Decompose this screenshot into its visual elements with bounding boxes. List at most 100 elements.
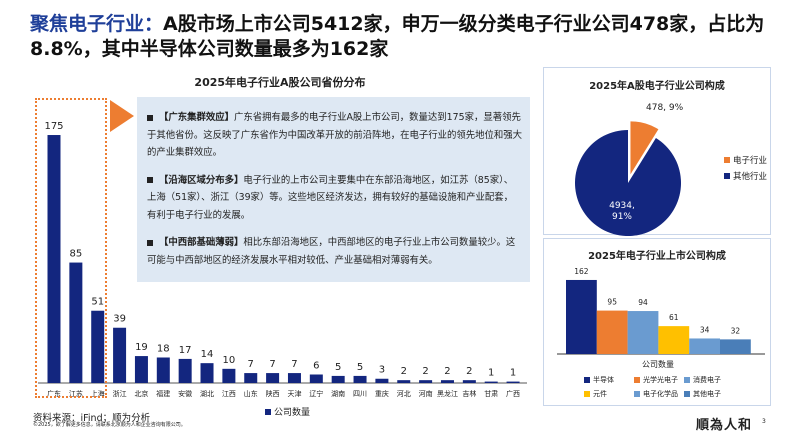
bar: [222, 368, 236, 383]
data-label: 7: [269, 359, 275, 370]
bar: [353, 375, 367, 383]
pie-slice: [630, 121, 659, 175]
legend-item: 电子化学品: [634, 389, 684, 399]
bar: [462, 380, 476, 383]
legend-swatch: [684, 391, 690, 397]
tick-label: 吉林: [462, 389, 476, 398]
legend-swatch: [265, 408, 271, 415]
bullet-icon: [147, 239, 153, 246]
legend-item: 光学光电子: [634, 375, 684, 385]
legend-swatch: [584, 391, 590, 397]
bar: [397, 380, 411, 383]
pie-title: 2025年A股电子行业公司构成: [589, 81, 725, 92]
legend-swatch: [724, 157, 730, 163]
tick-label: 陕西: [266, 389, 280, 398]
highlight-box: [35, 98, 107, 398]
tick-label: 江西: [222, 390, 236, 398]
legend-swatch: [584, 377, 590, 383]
source-note: 资料来源：iFind；顺为分析: [33, 413, 151, 424]
bar: [287, 373, 301, 383]
data-label: 3: [379, 365, 385, 376]
data-label: 2: [444, 366, 450, 377]
data-label: 32: [731, 326, 741, 335]
data-label: 10: [223, 355, 236, 366]
data-label: 1: [488, 368, 494, 379]
data-label: 162: [574, 267, 589, 276]
tick-label: 广东: [47, 389, 61, 398]
category-legend: 半导体 光学光电子 消费电子元件 电子化学品 其他电子: [584, 375, 764, 399]
bar: [419, 380, 433, 383]
data-label: 1: [510, 368, 516, 379]
data-label: 17: [179, 345, 192, 356]
legend-label: 消费电子: [693, 376, 721, 384]
legend-item: 消费电子: [684, 375, 744, 385]
bullet-icon: [147, 177, 153, 183]
tick-label: 湖北: [200, 389, 214, 398]
tick-label: 广西: [506, 389, 520, 398]
bar: [506, 381, 520, 383]
province-legend: 公司数量: [265, 405, 310, 418]
legend-label: 半导体: [593, 376, 614, 384]
data-label: 19: [135, 342, 148, 353]
tick-label: 甘肃: [484, 389, 498, 398]
callout-arrow-icon: [110, 100, 134, 132]
legend-swatch: [724, 173, 730, 179]
tick-label: 浙江: [113, 389, 127, 398]
bar: [178, 358, 192, 383]
legend-label: 元件: [593, 390, 607, 398]
tick-label: 辽宁: [309, 389, 323, 398]
bar: [720, 339, 751, 354]
bar: [244, 373, 258, 383]
data-label: 61: [669, 313, 679, 322]
pie-label: 478, 9%: [646, 103, 684, 113]
pie-legend-item: 其他行业: [724, 170, 767, 182]
bar: [134, 356, 148, 383]
bar: [47, 135, 61, 383]
data-label: 94: [638, 298, 648, 307]
callout-item: 【广东集群效应】广东省拥有最多的电子行业A股上市公司，数量达到175家，显著领先…: [147, 112, 523, 158]
legend-label: 电子化学品: [643, 390, 678, 398]
data-label: 6: [313, 360, 319, 371]
bar: [375, 378, 389, 383]
legend-label: 其他电子: [693, 390, 721, 398]
tick-label: 天津: [287, 390, 301, 398]
bullet-icon: [147, 114, 153, 121]
bar: [69, 262, 83, 383]
tick-label: 重庆: [375, 389, 389, 398]
data-label: 34: [700, 325, 710, 334]
bar: [331, 375, 345, 383]
callout-item: 【沿海区域分布多】电子行业的上市公司主要集中在东部沿海地区，如江苏（85家）、上…: [147, 174, 514, 221]
tick-label: 上海: [91, 389, 105, 398]
legend-item: 半导体: [584, 375, 634, 385]
bar: [156, 357, 170, 383]
bar: [566, 279, 597, 354]
tick-label: 河北: [397, 390, 411, 398]
tick-label: 四川: [353, 390, 367, 398]
data-label: 39: [113, 314, 126, 325]
category-xlabel: 公司数量: [642, 360, 674, 369]
pie-chart: 478, 9% 4934,91%: [575, 103, 684, 236]
legend-swatch: [684, 377, 690, 383]
bar: [440, 380, 454, 383]
bar: [266, 373, 280, 383]
tick-label: 河南: [419, 389, 433, 398]
bar: [309, 374, 323, 383]
tick-label: 黑龙江: [437, 389, 458, 398]
data-label: 7: [291, 359, 297, 370]
pie-legend-item: 电子行业: [724, 154, 767, 166]
callout-box: 【广东集群效应】广东省拥有最多的电子行业A股上市公司，数量达到175家，显著领先…: [137, 97, 530, 282]
data-label: 2: [466, 366, 472, 377]
page-number: 3: [762, 418, 766, 425]
data-label: 2: [422, 366, 428, 377]
logo: 順為人和: [696, 418, 753, 433]
data-label: 7: [248, 359, 254, 370]
pie-panel: 2025年A股电子行业公司构成 478, 9% 4934, 91% 电子行业 其他行…: [543, 67, 771, 236]
bar: [689, 338, 720, 354]
data-label: 51: [91, 297, 104, 308]
data-label: 95: [607, 298, 617, 307]
pie-slice: [575, 130, 681, 236]
tick-label: 湖南: [331, 389, 345, 398]
tick-label: 江苏: [69, 389, 83, 398]
category-title: 2025年电子行业上市公司构成: [588, 251, 726, 262]
